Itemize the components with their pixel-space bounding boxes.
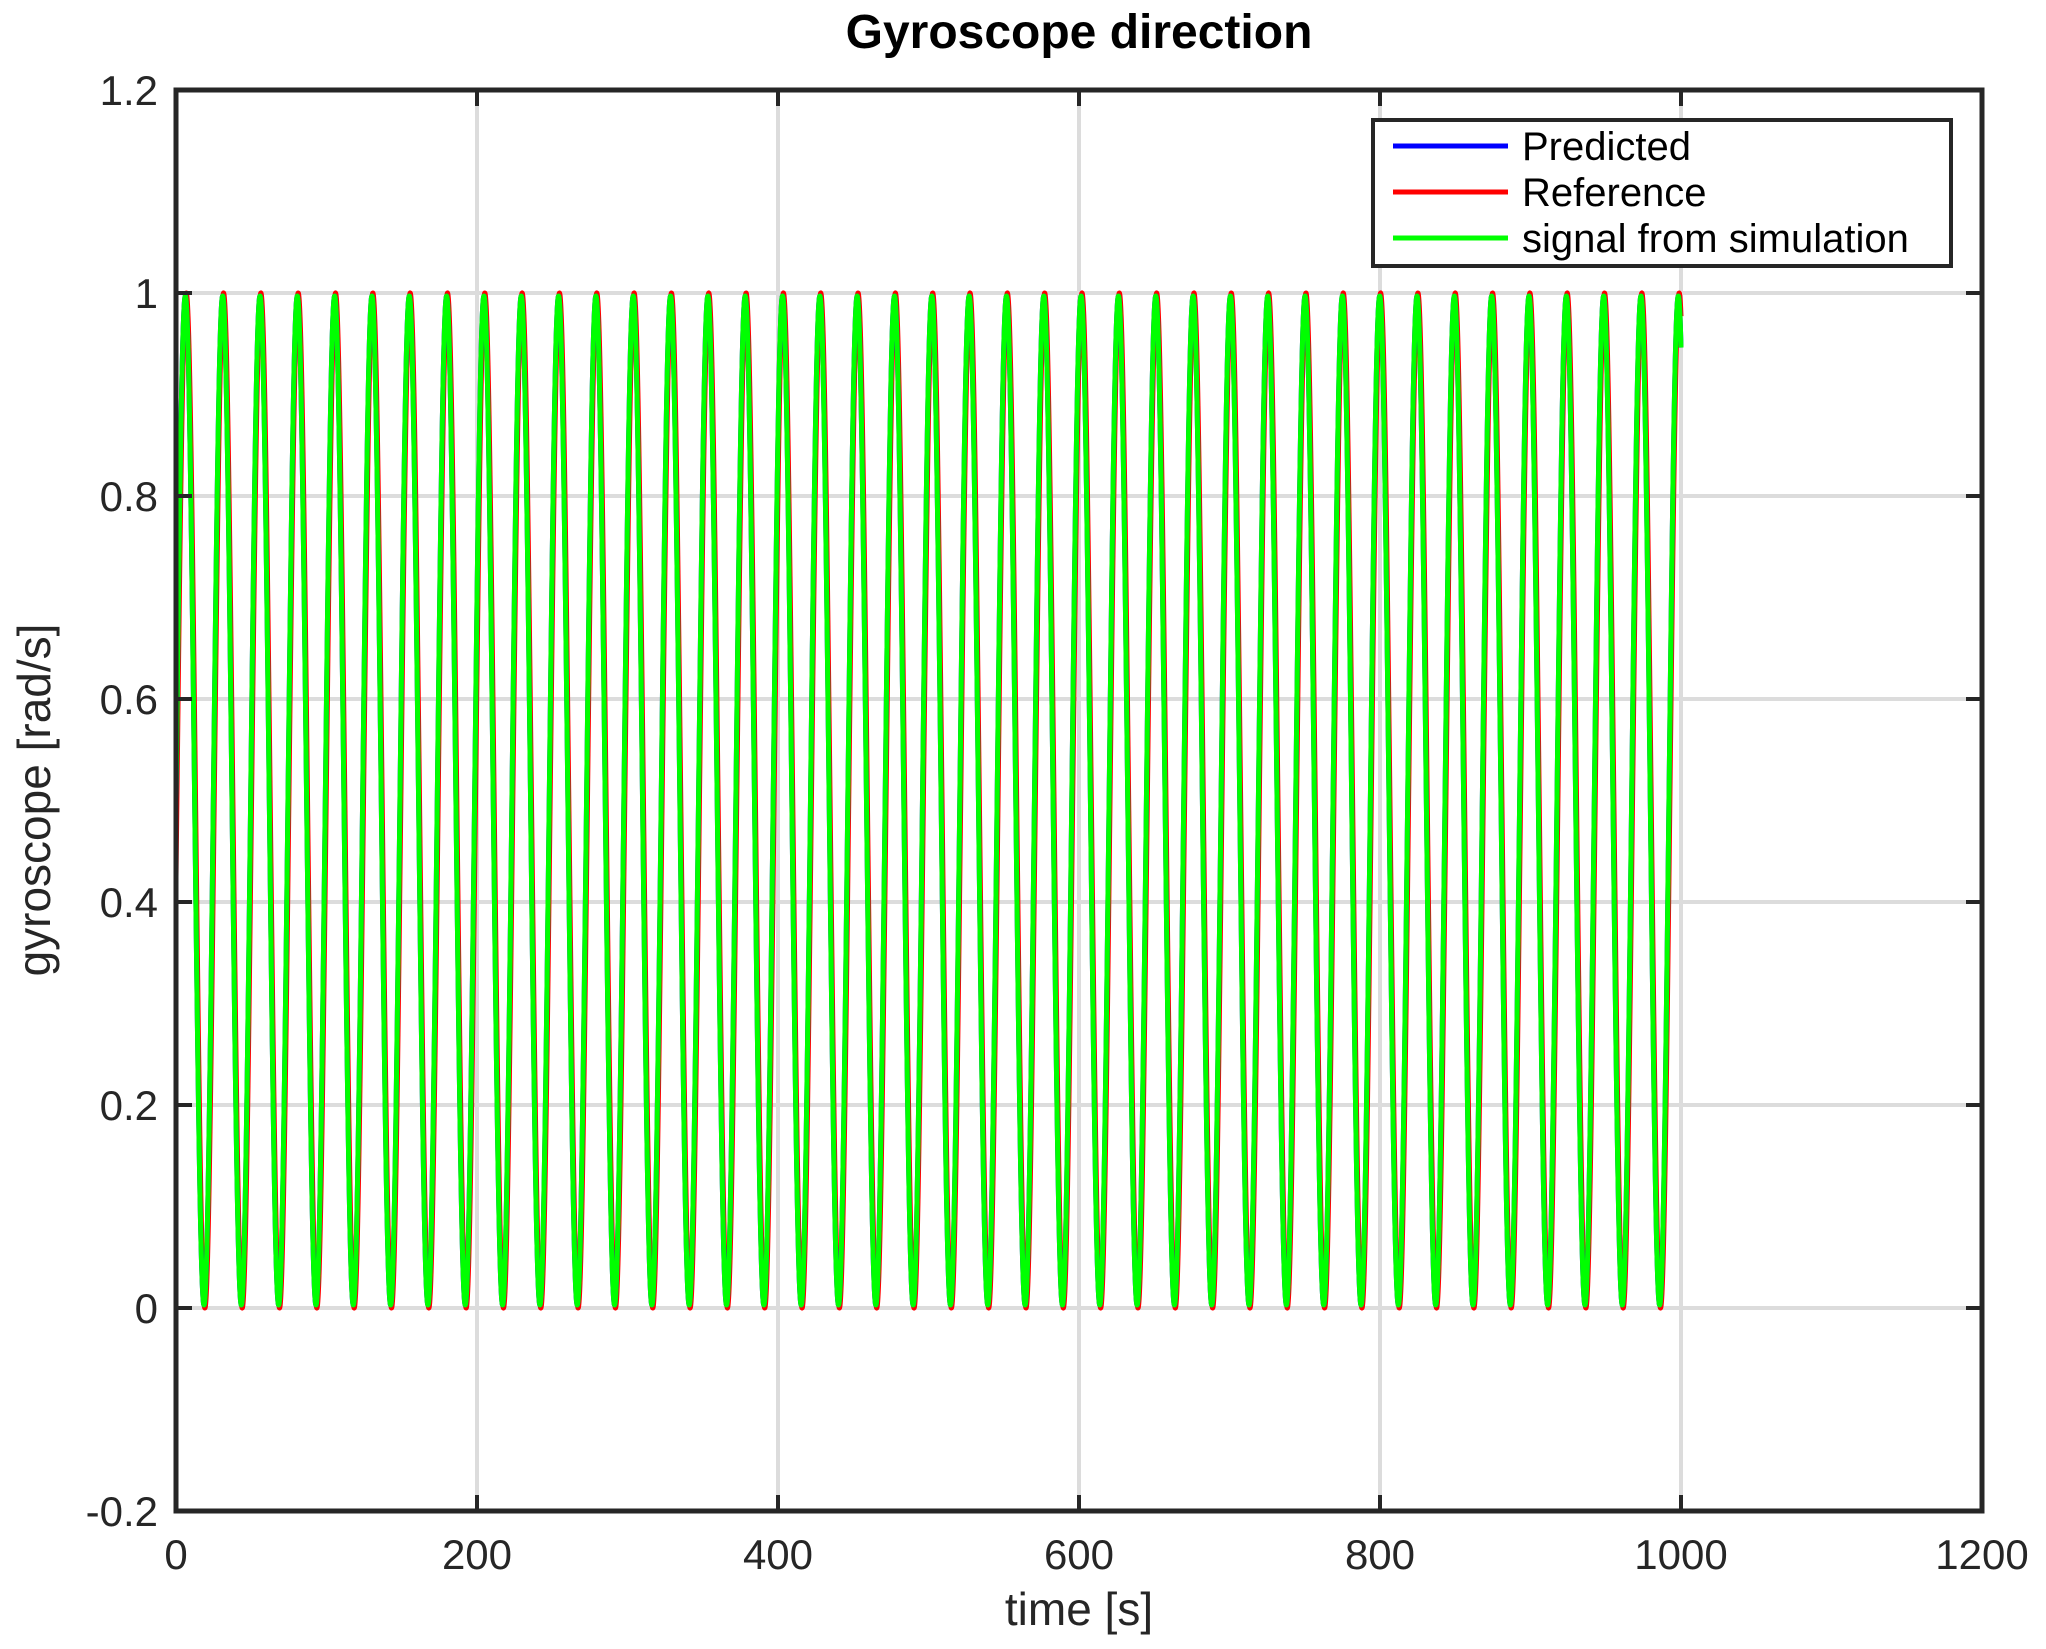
- chart-title: Gyroscope direction: [846, 6, 1313, 59]
- x-tick-label: 400: [743, 1531, 813, 1578]
- y-tick-label: 0.8: [100, 473, 158, 520]
- ticks: 0 200 400 600 800 1000 1200-0.200.20.40.60.811…: [86, 67, 2029, 1578]
- y-tick-label: -0.2: [86, 1488, 158, 1535]
- y-tick-label: 1.2: [100, 67, 158, 114]
- y-tick-label: 0: [135, 1285, 158, 1332]
- series-layer: [173, 290, 1684, 1311]
- y-tick-label: 1: [135, 270, 158, 317]
- y-tick-label: 0.6: [100, 676, 158, 723]
- x-tick-label: 1200: [1935, 1531, 2028, 1578]
- x-axis-label: time [s]: [1005, 1583, 1153, 1635]
- y-tick-label: 0.4: [100, 879, 158, 926]
- x-tick-label: 800: [1345, 1531, 1415, 1578]
- x-tick-label: 1000: [1634, 1531, 1727, 1578]
- y-tick-label: 0.2: [100, 1082, 158, 1129]
- legend-label: Predicted: [1522, 125, 1691, 169]
- y-axis-label: gyroscope [rad/s]: [8, 624, 60, 977]
- x-tick-label: 200: [442, 1531, 512, 1578]
- x-tick-label: 0: [164, 1531, 187, 1578]
- x-tick-label: 600: [1044, 1531, 1114, 1578]
- series-line-signal-from-simulation: [173, 293, 1684, 1308]
- legend-label: Reference: [1522, 171, 1707, 215]
- legend-label: signal from simulation: [1522, 217, 1909, 261]
